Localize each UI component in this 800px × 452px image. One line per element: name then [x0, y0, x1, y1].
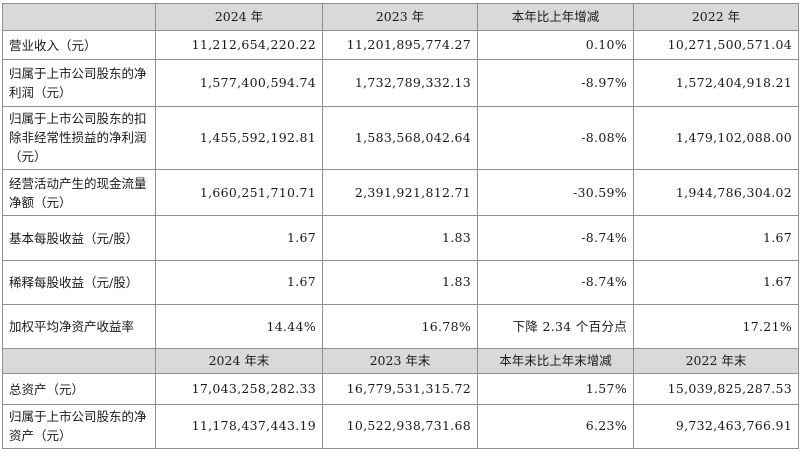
table-row: 归属于上市公司股东的扣除非经常性损益的净利润（元） 1,455,592,192.… — [2, 105, 799, 171]
row-label: 加权平均净资产收益率 — [2, 303, 156, 350]
header-cell-2024: 2024 年 — [155, 2, 323, 32]
table-subheader-row: 2024 年末 2023 年末 本年末比上年末增减 2022 年末 — [2, 348, 799, 375]
row-label: 稀释每股收益（元/股） — [2, 259, 156, 305]
value-2023: 1,583,568,042.64 — [322, 105, 478, 171]
value-2024-end: 17,043,258,282.33 — [155, 373, 323, 405]
table-row: 经营活动产生的现金流量净额（元） 1,660,251,710.71 2,391,… — [2, 169, 799, 217]
value-2023-end: 10,522,938,731.68 — [322, 403, 478, 450]
table-header-row: 2024 年 2023 年 本年比上年增减 2022 年 — [2, 2, 799, 32]
row-label: 归属于上市公司股东的扣除非经常性损益的净利润（元） — [2, 105, 156, 171]
subheader-cell-blank — [2, 348, 156, 375]
value-change: -8.97% — [477, 59, 634, 107]
header-cell-2022: 2022 年 — [633, 2, 799, 32]
header-cell-blank — [2, 2, 156, 32]
value-2024-end: 11,178,437,443.19 — [155, 403, 323, 450]
value-2023: 1,732,789,332.13 — [322, 59, 478, 107]
row-label: 归属于上市公司股东的净资产（元） — [2, 403, 156, 450]
value-2024: 1.67 — [155, 215, 323, 261]
value-change: -8.08% — [477, 105, 634, 171]
value-2024: 14.44% — [155, 303, 323, 350]
value-2022: 10,271,500,571.04 — [633, 30, 799, 61]
value-2022: 1,944,786,304.02 — [633, 169, 799, 217]
value-2023: 1.83 — [322, 259, 478, 305]
value-2024: 1,455,592,192.81 — [155, 105, 323, 171]
table-row: 稀释每股收益（元/股） 1.67 1.83 -8.74% 1.67 — [2, 259, 799, 305]
value-2023: 2,391,921,812.71 — [322, 169, 478, 217]
subheader-cell-2022-end: 2022 年末 — [633, 348, 799, 375]
table-row: 基本每股收益（元/股） 1.67 1.83 -8.74% 1.67 — [2, 215, 799, 261]
value-2022: 1,479,102,088.00 — [633, 105, 799, 171]
value-change: 6.23% — [477, 403, 634, 450]
row-label: 归属于上市公司股东的净利润（元） — [2, 59, 156, 107]
subheader-cell-2024-end: 2024 年末 — [155, 348, 323, 375]
table-row: 总资产（元） 17,043,258,282.33 16,779,531,315.… — [2, 373, 799, 405]
value-2023: 11,201,895,774.27 — [322, 30, 478, 61]
table-row: 加权平均净资产收益率 14.44% 16.78% 下降 2.34 个百分点 17… — [2, 303, 799, 350]
value-change: 1.57% — [477, 373, 634, 405]
table-row: 归属于上市公司股东的净资产（元） 11,178,437,443.19 10,52… — [2, 403, 799, 450]
value-change: -30.59% — [477, 169, 634, 217]
subheader-cell-change: 本年末比上年末增减 — [477, 348, 634, 375]
value-change: 下降 2.34 个百分点 — [477, 303, 634, 350]
subheader-cell-2023-end: 2023 年末 — [322, 348, 478, 375]
header-cell-2023: 2023 年 — [322, 2, 478, 32]
row-label: 营业收入（元） — [2, 30, 156, 61]
value-2023: 16.78% — [322, 303, 478, 350]
row-label: 基本每股收益（元/股） — [2, 215, 156, 261]
value-2022: 1.67 — [633, 259, 799, 305]
value-2024: 1,660,251,710.71 — [155, 169, 323, 217]
value-2024: 1.67 — [155, 259, 323, 305]
value-2024: 11,212,654,220.22 — [155, 30, 323, 61]
value-2023: 1.83 — [322, 215, 478, 261]
value-2022: 1,572,404,918.21 — [633, 59, 799, 107]
value-2022: 1.67 — [633, 215, 799, 261]
value-2022: 17.21% — [633, 303, 799, 350]
header-cell-change: 本年比上年增减 — [477, 2, 634, 32]
value-2024: 1,577,400,594.74 — [155, 59, 323, 107]
row-label: 经营活动产生的现金流量净额（元） — [2, 169, 156, 217]
value-change: -8.74% — [477, 259, 634, 305]
value-2022-end: 15,039,825,287.53 — [633, 373, 799, 405]
table-row: 营业收入（元） 11,212,654,220.22 11,201,895,774… — [2, 30, 799, 61]
value-2022-end: 9,732,463,766.91 — [633, 403, 799, 450]
value-2023-end: 16,779,531,315.72 — [322, 373, 478, 405]
value-change: 0.10% — [477, 30, 634, 61]
row-label: 总资产（元） — [2, 373, 156, 405]
table-row: 归属于上市公司股东的净利润（元） 1,577,400,594.74 1,732,… — [2, 59, 799, 107]
value-change: -8.74% — [477, 215, 634, 261]
